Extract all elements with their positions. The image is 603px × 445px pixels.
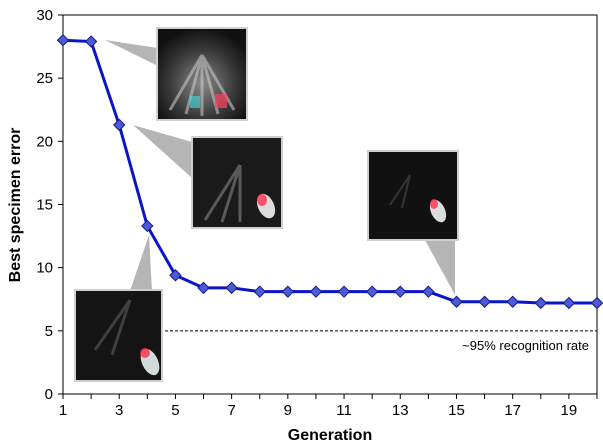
x-tick-label: 15 xyxy=(448,402,465,419)
y-tick-label: 10 xyxy=(36,260,53,277)
callout-wedge-gen2 xyxy=(105,40,158,66)
series-markers xyxy=(56,34,603,310)
x-tick-label: 13 xyxy=(392,402,409,419)
y-tick-label: 15 xyxy=(36,197,53,214)
y-tick-label: 20 xyxy=(36,133,53,150)
x-tick-label: 5 xyxy=(171,402,179,419)
data-point-gen-15 xyxy=(450,295,463,308)
x-axis: 1 3 5 7 9 11 13 15 17 19 xyxy=(59,394,598,419)
data-point-gen-19 xyxy=(562,296,576,310)
data-point-gen-5 xyxy=(169,269,182,282)
data-point-gen-10 xyxy=(309,285,323,298)
x-tick-label: 17 xyxy=(504,402,521,419)
y-tick-label: 30 xyxy=(36,7,53,24)
data-point-gen-11 xyxy=(337,285,351,298)
data-point-gen-20 xyxy=(590,296,603,310)
data-point-gen-4 xyxy=(141,219,154,233)
thumbnail-gen4 xyxy=(74,289,163,382)
callout-wedges xyxy=(105,40,455,295)
callout-wedge-gen3 xyxy=(133,125,192,178)
data-point-gen-3 xyxy=(113,118,126,132)
reference-line-label: ~95% recognition rate xyxy=(462,338,589,353)
y-tick-label: 5 xyxy=(45,323,53,340)
x-tick-label: 1 xyxy=(59,402,67,419)
data-point-gen-2 xyxy=(84,35,98,48)
x-tick-label: 9 xyxy=(284,402,292,419)
x-axis-title: Generation xyxy=(288,427,372,444)
data-point-gen-12 xyxy=(365,285,379,298)
data-point-gen-13 xyxy=(394,285,407,298)
data-point-gen-9 xyxy=(281,285,295,298)
x-tick-label: 19 xyxy=(561,402,578,419)
x-tick-label: 7 xyxy=(227,402,235,419)
data-point-gen-8 xyxy=(253,285,266,298)
data-point-gen-17 xyxy=(506,295,519,308)
data-point-gen-16 xyxy=(478,295,491,308)
y-axis-title: Best specimen error xyxy=(7,128,24,283)
x-tick-label: 11 xyxy=(336,402,352,419)
x-tick-label: 3 xyxy=(115,402,123,419)
y-tick-label: 0 xyxy=(45,386,53,403)
callout-wedge-gen4 xyxy=(130,235,152,291)
data-point-gen-1 xyxy=(56,34,70,47)
data-point-gen-6 xyxy=(197,281,210,295)
data-point-gen-7 xyxy=(225,281,238,295)
thumbnail-gen3 xyxy=(191,136,283,229)
callout-wedge-gen15 xyxy=(425,240,455,295)
data-point-gen-14 xyxy=(422,285,435,298)
y-tick-label: 25 xyxy=(36,70,53,87)
data-point-gen-18 xyxy=(534,296,547,310)
y-axis: 0 5 10 15 20 25 30 xyxy=(36,7,63,403)
thumbnail-gen2 xyxy=(156,27,248,121)
thumbnail-gen15 xyxy=(367,150,459,241)
